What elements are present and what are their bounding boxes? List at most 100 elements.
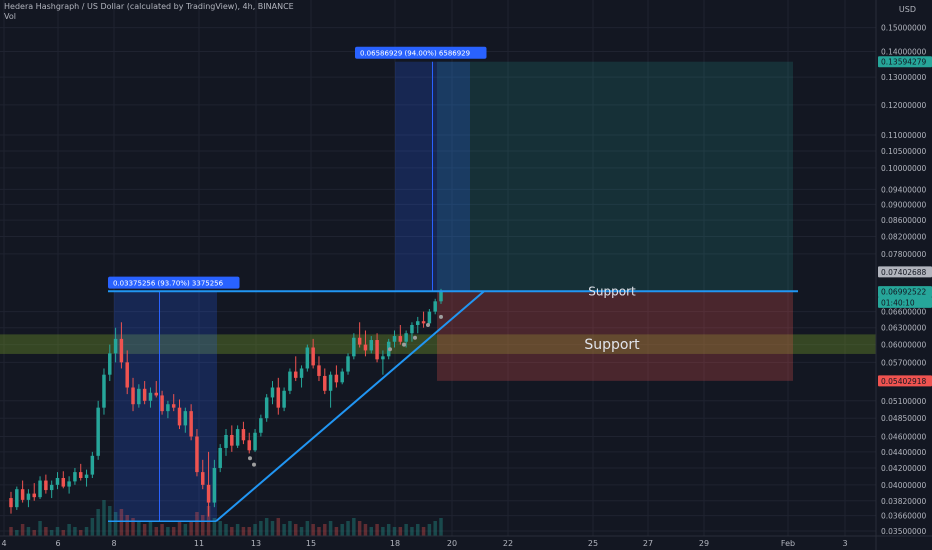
- volume-bar: [247, 527, 251, 536]
- volume-bar: [346, 521, 350, 536]
- candle-body: [416, 321, 420, 325]
- candle-body: [102, 374, 106, 408]
- price-label: 01:40:10: [881, 298, 915, 307]
- candle-body: [113, 338, 118, 354]
- candle-body: [363, 344, 368, 351]
- candle-body: [352, 337, 356, 357]
- candle-body: [108, 353, 112, 375]
- price-label-bg: [878, 266, 932, 278]
- time-tick-label: 3: [842, 539, 847, 548]
- volume-bar: [154, 527, 159, 536]
- candle-body: [433, 301, 437, 312]
- volume-bar: [381, 527, 385, 536]
- price-label: 0.05402918: [881, 377, 927, 386]
- stop-zone: [437, 291, 793, 381]
- candle-body: [230, 434, 234, 446]
- volume-bar: [334, 527, 339, 536]
- volume-bar: [404, 524, 408, 536]
- time-tick-label: 13: [251, 539, 261, 548]
- price-tick-label: 0.03660000: [881, 512, 927, 521]
- candle-body: [410, 324, 414, 334]
- measure-label: 0.06586929 (94.00%) 6586929: [360, 50, 470, 58]
- price-label-bg: [878, 286, 932, 298]
- volume-bar: [137, 521, 141, 536]
- candle-body: [96, 407, 100, 456]
- candle-body: [218, 447, 222, 468]
- candle-body: [125, 362, 129, 388]
- volume-bar: [293, 524, 298, 536]
- trendlines[interactable]: [108, 290, 798, 523]
- candle-body: [404, 333, 408, 342]
- candle-body: [15, 489, 19, 508]
- volume-bar: [375, 524, 379, 536]
- candle-body: [381, 356, 385, 360]
- volume-bar: [398, 527, 403, 536]
- grid: [0, 0, 876, 536]
- candle-body: [375, 340, 379, 360]
- candle-body: [346, 356, 350, 372]
- candle-body: [177, 407, 182, 426]
- candle-body: [421, 321, 426, 324]
- candle-body: [241, 429, 246, 441]
- volume-bar: [160, 524, 164, 536]
- price-tick-label: 0.04600000: [881, 432, 927, 441]
- candle-body: [282, 390, 286, 408]
- candle-body: [55, 477, 60, 485]
- price-tick-label: 0.04200000: [881, 464, 927, 473]
- volume-bar: [340, 524, 344, 536]
- time-tick-label: 27: [643, 539, 653, 548]
- price-tick-label: 0.08200000: [881, 233, 927, 242]
- volume-bar: [177, 521, 182, 536]
- measure-boxes: [114, 61, 793, 522]
- candle-body: [212, 467, 217, 503]
- volume-label: Vol: [4, 12, 16, 21]
- price-label: 0.06992522: [881, 288, 927, 297]
- candle-body: [398, 336, 403, 342]
- price-tick-label: 0.07800000: [881, 250, 927, 259]
- volume-bar: [427, 524, 432, 536]
- candle-body: [259, 418, 263, 433]
- candle-body: [61, 477, 66, 487]
- volume-bar: [32, 530, 36, 536]
- price-tick-label: 0.13000000: [881, 73, 927, 82]
- measure-box: [114, 291, 217, 522]
- candle-body: [305, 347, 310, 369]
- measure-label-bg: [108, 276, 240, 289]
- volume-bar: [282, 524, 286, 536]
- volume-bar: [148, 521, 153, 536]
- candle-body: [288, 371, 292, 391]
- price-label-bg: [878, 56, 932, 68]
- volume-bar: [439, 518, 443, 536]
- pivot-marker: [402, 342, 406, 347]
- candle-body: [38, 480, 42, 498]
- price-tick-label: 0.06300000: [881, 324, 927, 333]
- price-tick-label: 0.04000000: [881, 481, 927, 490]
- annotations: Support 0.03375256 (93.70%) 3375256 0.0658…: [108, 46, 640, 467]
- volume-bar: [125, 515, 129, 536]
- candle-body: [131, 387, 135, 405]
- pivot-marker: [252, 462, 256, 467]
- candle-body: [84, 474, 89, 478]
- time-tick-label: 29: [699, 539, 709, 548]
- volume-bar: [433, 521, 437, 536]
- profit-zone: [437, 61, 793, 292]
- volume-bar: [201, 515, 205, 536]
- candle-body: [293, 371, 298, 378]
- currency-label: USD: [898, 5, 916, 14]
- candle-body: [201, 472, 205, 485]
- price-tick-label: 0.04850000: [881, 414, 927, 423]
- time-tick-label: Feb: [781, 539, 795, 548]
- candle-body: [183, 411, 188, 426]
- volume-bar: [317, 527, 321, 536]
- candle-body: [32, 493, 36, 498]
- candle-body: [154, 392, 159, 396]
- measure-label: 0.03375256 (93.70%) 3375256: [113, 280, 224, 288]
- candles: [9, 288, 443, 517]
- candle-body: [253, 432, 257, 451]
- candle-body: [67, 481, 71, 487]
- volume-bar: [299, 527, 304, 536]
- measure-label-bg: [355, 46, 487, 59]
- trendline-ascending: [215, 290, 485, 523]
